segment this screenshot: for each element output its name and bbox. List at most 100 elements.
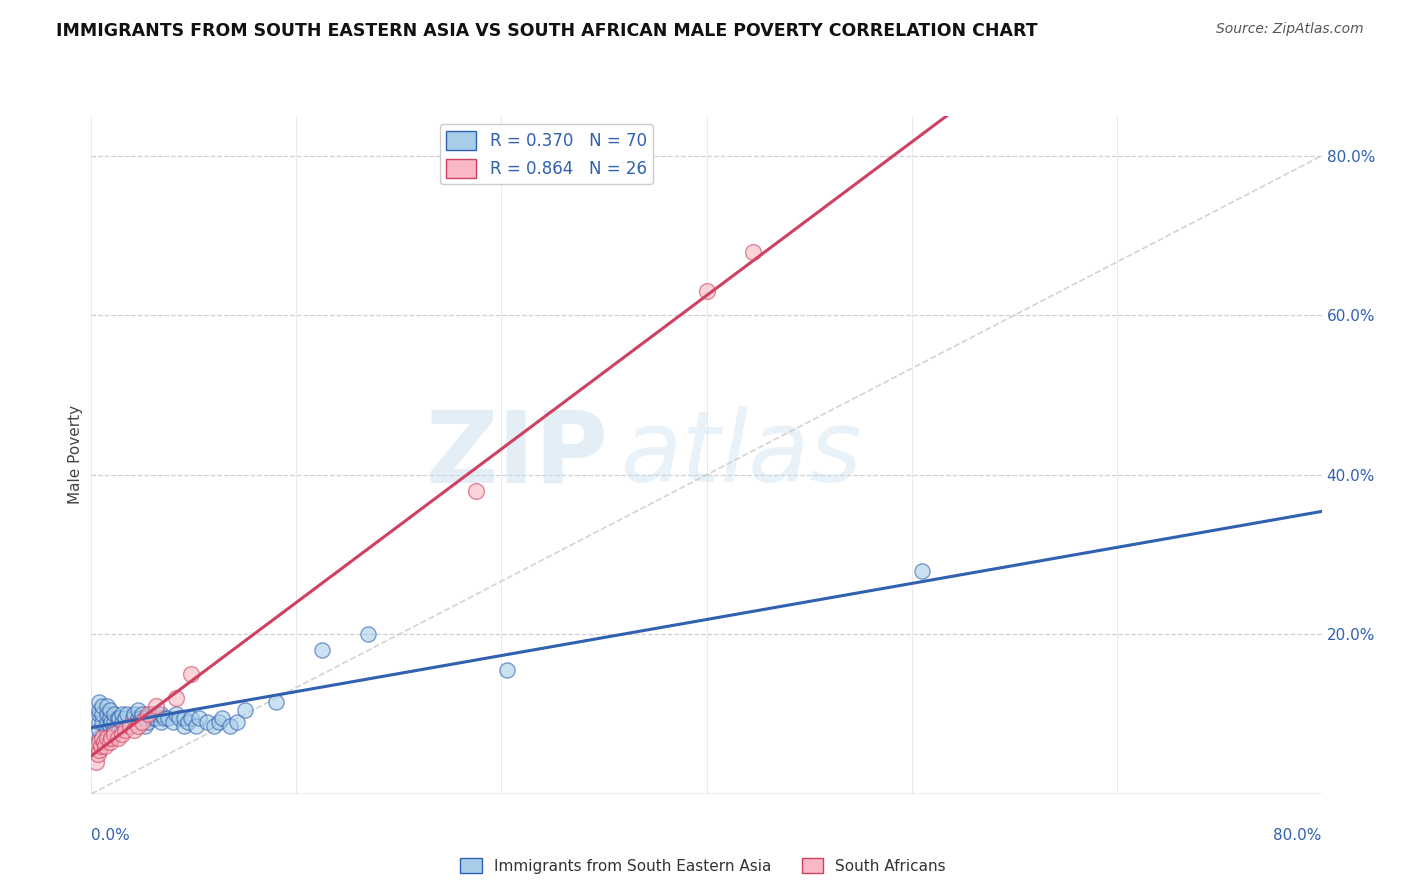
Text: atlas: atlas (620, 407, 862, 503)
Point (311, 643, 333, 657)
Point (741, 244, 763, 259)
Point (184, 719, 207, 733)
Point (173, 711, 195, 725)
Point (264, 695, 287, 709)
Point (98, 711, 121, 725)
Text: ZIP: ZIP (425, 407, 607, 503)
Point (165, 707, 187, 722)
Point (118, 719, 141, 733)
Point (96, 715, 118, 730)
Point (165, 691, 187, 706)
Point (149, 707, 172, 722)
Point (124, 707, 146, 722)
Point (108, 711, 131, 725)
Point (142, 711, 165, 725)
Point (122, 711, 145, 725)
Point (134, 711, 156, 725)
Point (111, 715, 134, 730)
Text: IMMIGRANTS FROM SOUTH EASTERN ASIA VS SOUTH AFRICAN MALE POVERTY CORRELATION CHA: IMMIGRANTS FROM SOUTH EASTERN ASIA VS SO… (56, 22, 1038, 40)
Point (96, 707, 118, 722)
Point (162, 715, 184, 730)
Point (134, 719, 156, 733)
Point (464, 483, 486, 498)
Point (211, 711, 233, 725)
Point (91, 699, 114, 714)
Point (114, 723, 136, 737)
Point (96, 731, 118, 745)
Point (94, 739, 117, 753)
Text: Source: ZipAtlas.com: Source: ZipAtlas.com (1216, 22, 1364, 37)
Point (103, 707, 125, 722)
Point (167, 711, 190, 725)
Point (87, 703, 110, 717)
Point (107, 719, 129, 733)
Point (233, 703, 256, 717)
Point (91, 707, 114, 722)
Point (87, 723, 110, 737)
Point (96, 723, 118, 737)
Point (90, 739, 112, 753)
Point (127, 703, 149, 717)
Point (129, 711, 152, 725)
Point (202, 719, 225, 733)
Point (142, 707, 165, 722)
Point (111, 707, 134, 722)
Point (107, 711, 129, 725)
Point (357, 627, 380, 641)
Text: 80.0%: 80.0% (1274, 828, 1322, 843)
Point (180, 711, 202, 725)
Point (107, 731, 129, 745)
Point (115, 707, 138, 722)
Point (145, 699, 167, 714)
Point (127, 711, 149, 725)
Point (124, 723, 146, 737)
Point (91, 731, 114, 745)
Point (139, 707, 162, 722)
Point (103, 715, 125, 730)
Point (149, 715, 172, 730)
Point (111, 727, 134, 741)
Point (87, 731, 110, 745)
Legend: Immigrants from South Eastern Asia, South Africans: Immigrants from South Eastern Asia, Sout… (454, 852, 952, 880)
Point (91, 715, 114, 730)
Point (98, 703, 121, 717)
Point (208, 715, 231, 730)
Point (145, 711, 167, 725)
Point (86, 747, 108, 761)
Point (226, 715, 249, 730)
Point (696, 285, 718, 299)
Point (87, 715, 110, 730)
Point (118, 719, 141, 733)
Point (87, 695, 110, 709)
Legend: R = 0.370   N = 70, R = 0.864   N = 26: R = 0.370 N = 70, R = 0.864 N = 26 (440, 124, 654, 185)
Point (98, 719, 121, 733)
Point (100, 715, 122, 730)
Point (84, 755, 107, 769)
Point (131, 707, 153, 722)
Point (911, 564, 934, 578)
Point (96, 699, 118, 714)
Point (136, 715, 159, 730)
Point (127, 715, 149, 730)
Point (131, 715, 153, 730)
Point (103, 723, 125, 737)
Point (188, 711, 211, 725)
Point (93, 735, 115, 749)
Point (195, 715, 218, 730)
Point (108, 723, 131, 737)
Point (146, 707, 169, 722)
Point (114, 711, 136, 725)
Point (87, 707, 110, 722)
Y-axis label: Male Poverty: Male Poverty (67, 405, 83, 505)
Point (100, 731, 122, 745)
Point (103, 727, 125, 741)
Point (495, 663, 517, 677)
Text: 0.0%: 0.0% (91, 828, 131, 843)
Point (136, 707, 159, 722)
Point (87, 735, 110, 749)
Point (177, 715, 200, 730)
Point (98, 735, 121, 749)
Point (173, 719, 195, 733)
Point (157, 711, 180, 725)
Point (96, 727, 118, 741)
